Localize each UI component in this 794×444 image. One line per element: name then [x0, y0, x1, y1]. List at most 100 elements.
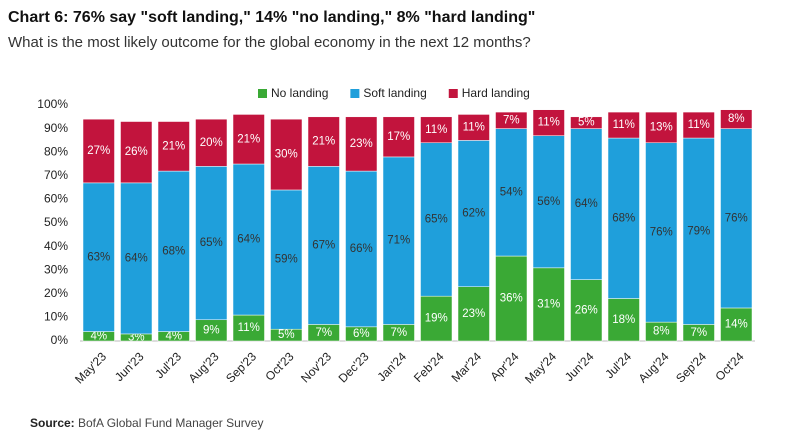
bar-segment: [420, 116, 453, 144]
x-tick-label: Apr'24: [487, 349, 521, 383]
bar-segment: [570, 128, 603, 280]
bar-segment: [120, 182, 153, 335]
bar-segment: [195, 166, 228, 321]
y-tick-label: 80%: [44, 144, 68, 158]
y-tick-label: 30%: [44, 262, 68, 276]
bar-segment: [720, 128, 753, 309]
y-tick-label: 40%: [44, 239, 68, 253]
data-label: 76%: [725, 212, 748, 224]
x-tick-label: Feb'24: [411, 349, 447, 385]
data-label: 7%: [503, 114, 520, 126]
x-tick-label: Jul'24: [602, 349, 634, 381]
source: BofA Global Fund Manager Survey: [78, 416, 263, 430]
data-label: 18%: [612, 314, 635, 326]
data-label: 62%: [462, 208, 485, 220]
data-label: 64%: [237, 234, 260, 246]
data-label: 7%: [390, 327, 407, 339]
legend-label: Hard landing: [462, 86, 530, 100]
bar-segment: [307, 166, 340, 325]
data-label: 23%: [350, 138, 373, 150]
data-label: 6%: [353, 328, 370, 340]
bar-segment: [682, 111, 715, 139]
bar-segment: [457, 140, 490, 287]
bar-segment: [682, 137, 715, 325]
data-label: 4%: [165, 330, 182, 342]
data-label: 59%: [275, 254, 298, 266]
data-label: 79%: [687, 225, 710, 237]
source-label: Source:: [30, 416, 75, 430]
data-label: 11%: [238, 322, 260, 334]
data-label: 9%: [203, 324, 220, 336]
data-label: 68%: [162, 245, 185, 257]
data-label: 64%: [575, 198, 598, 210]
bar-segment: [345, 116, 378, 172]
data-label: 5%: [278, 329, 295, 341]
x-tick-label: Aug'24: [636, 349, 672, 385]
bar-segment: [120, 121, 153, 184]
data-label: 11%: [538, 117, 560, 129]
x-tick-label: Nov'23: [298, 349, 334, 385]
bar-segment: [532, 267, 565, 342]
y-tick-label: 50%: [44, 215, 68, 229]
y-tick-label: 70%: [44, 168, 68, 182]
x-tick-label: Jan'24: [374, 349, 409, 384]
bar-segment: [495, 128, 528, 257]
x-tick-label: Sep'23: [223, 349, 259, 385]
data-label: 67%: [312, 239, 335, 251]
data-label: 27%: [87, 145, 110, 157]
y-tick-label: 90%: [44, 121, 68, 135]
data-label: 3%: [128, 331, 145, 343]
bar-segment: [157, 121, 190, 172]
data-label: 63%: [87, 251, 110, 263]
data-label: 17%: [387, 131, 410, 143]
data-label: 71%: [387, 235, 410, 247]
data-label: 8%: [728, 113, 745, 125]
x-tick-label: Jun'23: [112, 349, 147, 384]
data-label: 76%: [650, 226, 673, 238]
data-label: 11%: [463, 121, 485, 133]
bar-segment: [420, 295, 453, 342]
data-label: 11%: [688, 119, 710, 131]
data-label: 14%: [725, 319, 748, 331]
legend-label: No landing: [271, 86, 328, 100]
bar-segment: [607, 111, 640, 139]
bar-segment: [420, 142, 453, 297]
bar-segment: [607, 137, 640, 299]
bar-segment: [720, 109, 753, 129]
data-label: 56%: [537, 196, 560, 208]
data-label: 21%: [312, 136, 335, 148]
data-label: 36%: [500, 293, 523, 305]
y-tick-label: 60%: [44, 192, 68, 206]
bar-segment: [607, 298, 640, 342]
x-tick-label: Dec'23: [336, 349, 372, 385]
bar-segment: [532, 135, 565, 269]
legend-label: Soft landing: [363, 86, 426, 100]
data-label: 4%: [90, 330, 107, 342]
bar-segment: [232, 163, 265, 316]
data-label: 21%: [162, 140, 185, 152]
y-tick-label: 20%: [44, 286, 68, 300]
bar-segment: [270, 118, 303, 191]
data-label: 26%: [575, 304, 598, 316]
x-tick-label: Oct'23: [262, 349, 296, 383]
bar-segment: [157, 170, 190, 332]
bar-segment: [307, 116, 340, 167]
data-label: 68%: [612, 212, 635, 224]
legend-swatch: [350, 89, 360, 98]
legend-swatch: [258, 89, 267, 98]
data-label: 7%: [690, 327, 707, 339]
x-tick-label: May'23: [72, 349, 109, 386]
x-tick-label: Jul'23: [152, 349, 184, 381]
x-tick-label: Mar'24: [449, 349, 485, 385]
x-tick-label: Oct'24: [712, 349, 746, 383]
bar-segment: [270, 189, 303, 330]
data-label: 64%: [125, 252, 148, 264]
data-label: 7%: [315, 327, 332, 339]
x-tick-label: May'24: [522, 349, 559, 386]
chart-title: Chart 6: 76% say "soft landing," 14% "no…: [8, 9, 535, 26]
y-tick-label: 10%: [44, 310, 68, 324]
chart-subtitle: What is the most likely outcome for the …: [8, 34, 531, 51]
data-label: 20%: [200, 137, 223, 149]
data-label: 31%: [537, 298, 560, 310]
